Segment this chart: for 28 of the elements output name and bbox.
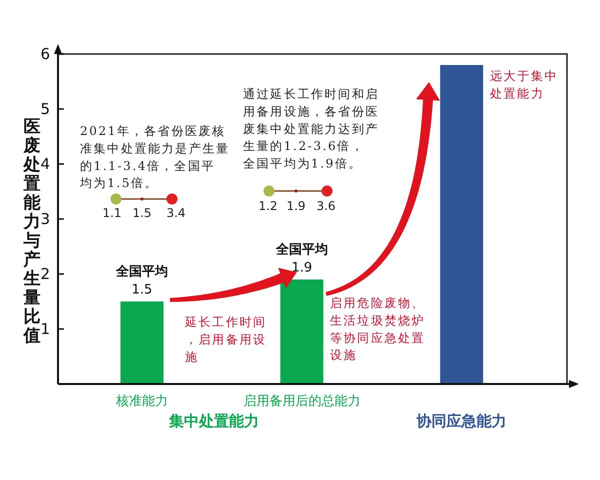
annotation: 全国平均 — [274, 242, 328, 258]
x-tick-label: 启用备用后的总能力 — [243, 393, 360, 409]
annotation: 3.6 — [316, 199, 336, 213]
data-label: 1.9 — [291, 260, 312, 276]
annotation: 远大于集中处置能力 — [490, 69, 558, 100]
bar — [120, 302, 164, 384]
annotation: 1.1 — [102, 206, 122, 220]
text: 医废处置能力与产生量比值 — [24, 117, 40, 346]
annotation: 启用危险废物、生活垃圾焚烧炉等协同应急处置设施 — [330, 296, 426, 362]
bar — [280, 280, 324, 384]
y-tick-label: 4 — [40, 155, 50, 173]
annotation: 通过延长工作时间和启用备用设施，各省份医废集中处置能力达到产生量的1.2-3.6倍，全国平均为1.9倍。 — [243, 87, 379, 171]
x-tick-label: 核准能力 — [114, 394, 168, 409]
annotation: 1.9 — [286, 199, 306, 213]
annotation: 延长工作时间，启用备用设施 — [184, 315, 267, 364]
annotation: 全国平均 — [114, 264, 168, 280]
data-label: 1.5 — [132, 282, 152, 298]
y-tick-label: 3 — [40, 210, 50, 228]
annotation: 1.5 — [132, 206, 152, 220]
y-tick-label: 6 — [40, 45, 50, 63]
annotation: 1.2 — [258, 199, 278, 213]
annotation: 2021年，各省份医废核准集中处置能力是产生量的1.1-3.4倍，全国平均为1.5倍。 — [79, 124, 230, 190]
annotation: 3.4 — [166, 206, 186, 220]
y-tick-label: 5 — [40, 100, 50, 118]
y-tick-label: 1 — [40, 320, 50, 338]
y-tick-label: 2 — [40, 265, 50, 283]
text: 集中处置能力 — [168, 412, 259, 430]
x-tick-label: 协同应急能力 — [416, 412, 507, 430]
